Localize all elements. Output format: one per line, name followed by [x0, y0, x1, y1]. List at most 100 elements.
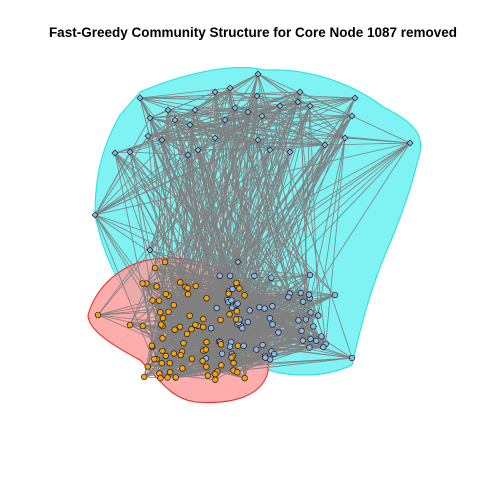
- network-node-blue: [262, 354, 269, 361]
- network-node-blue: [307, 335, 314, 343]
- network-node-blue: [271, 350, 278, 358]
- network-edge: [317, 137, 346, 316]
- network-edge: [297, 101, 327, 344]
- network-edge: [160, 349, 257, 379]
- network-edge: [149, 91, 216, 119]
- network-node-orange: [167, 368, 174, 376]
- network-edge: [221, 353, 234, 371]
- network-edge: [162, 319, 299, 327]
- network-node-blue: [254, 136, 262, 144]
- network-node-blue: [297, 289, 304, 297]
- network-node-orange: [241, 375, 248, 382]
- network-edge: [94, 214, 239, 263]
- network-node-blue: [226, 343, 234, 350]
- network-node-blue: [276, 102, 284, 110]
- network-edge: [237, 137, 346, 263]
- network-node-orange: [176, 323, 184, 330]
- network-edge: [147, 91, 301, 137]
- network-node-blue: [258, 112, 266, 120]
- network-node-blue: [259, 341, 266, 349]
- network-edge: [254, 144, 326, 277]
- network-edge: [174, 87, 231, 121]
- network-node-orange: [203, 295, 210, 302]
- network-edge: [167, 292, 301, 378]
- network-node-blue: [91, 211, 99, 219]
- network-node-blue: [239, 325, 246, 332]
- network-node-orange: [94, 311, 102, 319]
- network-edge: [235, 97, 356, 320]
- network-edge: [114, 105, 281, 154]
- network-edge: [146, 283, 171, 364]
- network-edge: [185, 286, 221, 321]
- network-node-orange: [148, 342, 156, 349]
- network-node-blue: [244, 318, 252, 326]
- network-edge: [129, 87, 231, 153]
- network-node-blue: [164, 106, 172, 114]
- network-edge: [257, 73, 346, 139]
- network-node-orange: [212, 371, 219, 378]
- network-edge: [94, 139, 259, 216]
- network-edge: [187, 294, 216, 380]
- network-node-blue: [299, 337, 307, 344]
- network-edge: [224, 115, 353, 121]
- network-node-blue: [126, 148, 134, 156]
- network-node-orange: [233, 279, 240, 287]
- network-edge: [167, 343, 326, 378]
- network-edge: [149, 117, 291, 153]
- network-node-blue: [275, 329, 282, 336]
- network-node-orange: [155, 297, 163, 304]
- network-edge: [224, 119, 255, 277]
- network-node-orange: [217, 316, 224, 324]
- network-node-blue: [229, 285, 236, 293]
- network-node-orange: [139, 280, 146, 287]
- network-edge: [231, 297, 310, 301]
- network-edge: [324, 115, 353, 146]
- network-node-orange: [151, 264, 159, 272]
- network-edge: [175, 359, 271, 378]
- network-edge: [147, 115, 353, 137]
- network-node-blue: [254, 70, 262, 78]
- network-edge: [146, 283, 153, 347]
- network-node-orange: [241, 292, 248, 299]
- network-edge: [175, 357, 353, 378]
- network-edge: [187, 142, 411, 289]
- network-edge: [129, 151, 151, 251]
- network-node-orange: [226, 311, 233, 318]
- network-edge: [129, 151, 189, 156]
- network-node-orange: [233, 316, 240, 323]
- network-node-orange: [192, 282, 199, 290]
- network-node-blue: [261, 305, 268, 312]
- network-node-blue: [213, 304, 220, 312]
- network-node-orange: [151, 355, 158, 363]
- network-node-blue: [231, 104, 239, 112]
- network-node-blue: [341, 134, 349, 142]
- network-edge: [164, 151, 291, 263]
- network-node-orange: [162, 290, 169, 298]
- network-edge: [168, 311, 204, 320]
- network-node-blue: [251, 272, 258, 280]
- network-edge: [206, 291, 230, 299]
- network-node-blue: [171, 116, 179, 124]
- network-edge: [168, 142, 411, 313]
- network-edge: [146, 149, 199, 284]
- network-node-orange: [157, 321, 165, 328]
- network-edge: [269, 294, 336, 319]
- network-edge: [149, 117, 207, 299]
- network-node-blue: [305, 291, 313, 298]
- network-node-orange: [212, 376, 219, 383]
- network-edge: [129, 151, 307, 320]
- network-node-orange: [139, 322, 147, 330]
- network-node-blue: [266, 315, 273, 322]
- network-node-blue: [318, 333, 325, 340]
- figure-title: Fast-Greedy Community Structure for Core…: [49, 25, 457, 40]
- network-node-orange: [157, 375, 164, 382]
- network-edge: [180, 344, 263, 356]
- network-node-orange: [230, 359, 237, 367]
- network-node-blue: [266, 146, 274, 154]
- network-node-orange: [183, 330, 191, 338]
- network-edge: [149, 124, 191, 251]
- network-node-blue: [256, 304, 263, 311]
- network-node-blue: [286, 148, 294, 156]
- network-node-blue: [208, 325, 215, 332]
